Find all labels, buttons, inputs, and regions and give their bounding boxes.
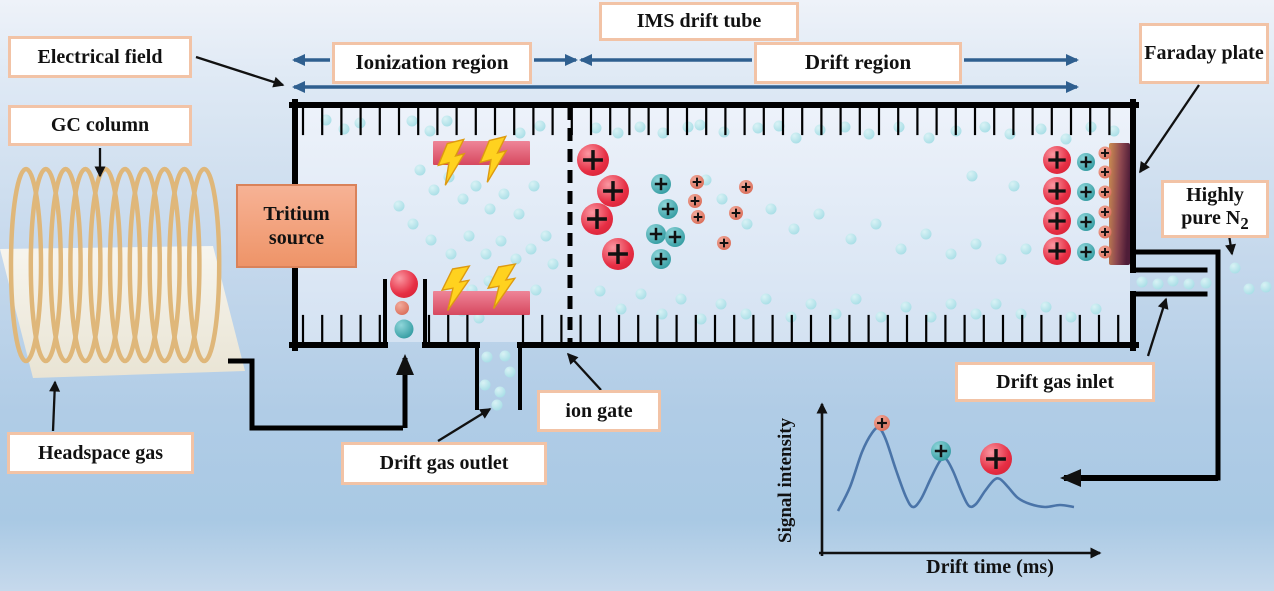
- drift-tube-structure: [289, 99, 1221, 481]
- faraday-plate-bar: [1109, 143, 1130, 265]
- gc-transfer-line: [228, 354, 414, 431]
- electrode-rings-bottom: [301, 314, 1120, 344]
- headspace-gas-pointer: [49, 380, 61, 432]
- electrical-field-pointer: [195, 55, 285, 88]
- spectrum-chart: [816, 402, 1102, 559]
- spectrum-curve: [836, 426, 1075, 512]
- ion-gate-pointer: [566, 352, 602, 391]
- drift-time-axis-label: Drift time (ms): [926, 556, 1054, 578]
- drift-gas-outlet-pointer: [437, 408, 492, 442]
- faraday-plate-pointer: [1139, 84, 1200, 174]
- drift-gas-outlet-label: Drift gas outlet: [341, 442, 547, 485]
- region-arrows: [292, 54, 1079, 93]
- n2-label-text: Highly pure N2: [1181, 184, 1249, 233]
- ion-clusters: [390, 144, 1112, 339]
- radiation-lightning-symbols: [432, 135, 530, 315]
- ionization-region-label: Ionization region: [332, 42, 532, 84]
- n2-supply-pipe: [1133, 249, 1221, 481]
- electrical-field-label: Electrical field: [8, 36, 192, 78]
- faraday-plate-label: Faraday plate: [1139, 23, 1269, 84]
- ims-drift-tube-label: IMS drift tube: [599, 2, 799, 41]
- drift-gas-inlet-label: Drift gas inlet: [955, 362, 1155, 402]
- gc-column-label: GC column: [8, 105, 192, 146]
- n2-pointer: [1225, 234, 1236, 256]
- electrode-rings-top: [301, 106, 1111, 136]
- tritium-source-box: Tritium source: [236, 184, 357, 268]
- label-pointer-arrows: [49, 55, 1236, 442]
- chart-ion-markers: [874, 415, 1012, 475]
- headspace-gas-label: Headspace gas: [7, 432, 194, 474]
- ion-gate-label: ion gate: [537, 390, 661, 432]
- drift-region-label: Drift region: [754, 42, 962, 84]
- gc-column-coil: [8, 166, 222, 364]
- gas-molecule-dots: [320, 114, 1272, 411]
- signal-intensity-axis-label: Signal intensity: [775, 417, 796, 544]
- n2-subscript: 2: [1240, 213, 1249, 233]
- drift-tube-interior: [298, 108, 1130, 342]
- highly-pure-n2-label: Highly pure N2: [1161, 180, 1269, 238]
- drift-gas-inlet-pointer: [1146, 297, 1169, 357]
